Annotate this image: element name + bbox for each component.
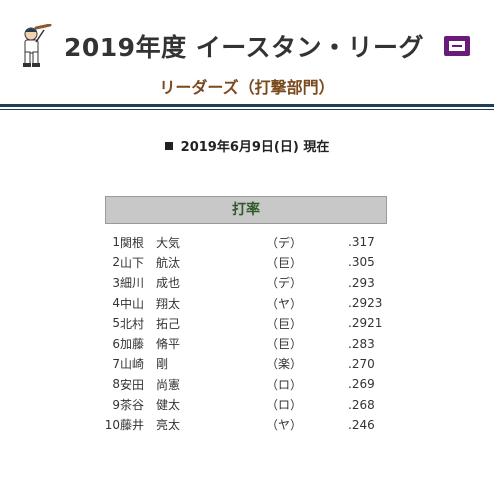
page-header: 2019年度 イースタン・リーグ リーダーズ（打撃部門）: [0, 0, 494, 110]
surname-cell: 藤井: [120, 418, 145, 433]
bullet-square-icon: [164, 142, 173, 150]
batting-average-cell: .317: [348, 235, 375, 250]
given-name-cell: 尚憲: [156, 377, 181, 392]
surname-cell: 加藤: [120, 337, 145, 352]
surname-cell: 北村: [120, 316, 145, 331]
given-name-cell: 拓己: [156, 316, 181, 331]
batting-average-cell: .268: [348, 397, 375, 412]
batting-average-cell: .2921: [348, 316, 383, 331]
rank-cell: 9: [112, 397, 120, 412]
rank-cell: 8: [112, 377, 120, 392]
rank-cell: 3: [112, 275, 120, 290]
team-cell: （ヤ）: [266, 296, 303, 311]
surname-cell: 山下: [120, 255, 145, 270]
given-name-cell: 健太: [156, 398, 181, 413]
given-name-cell: 航汰: [156, 255, 181, 270]
team-cell: （デ）: [266, 235, 303, 250]
batting-average-cell: .246: [348, 417, 375, 432]
table-row: 7 山崎剛 （楽） .270: [102, 354, 408, 374]
given-name-cell: 翔太: [156, 296, 181, 311]
table-row: 10 藤井 亮太 （ヤ） .246: [102, 415, 408, 435]
given-name-cell: 亮太: [156, 418, 181, 433]
rank-cell: 6: [112, 336, 120, 351]
table-row: 3 細川 成也 （デ） .293: [102, 273, 408, 293]
eastern-league-logo-icon: [444, 36, 470, 56]
as-of-date: 2019年6月9日(日) 現在: [0, 136, 494, 155]
batter-mascot-icon: [14, 23, 54, 68]
team-cell: （楽）: [266, 357, 303, 372]
table-row: 1 関根 大気 （デ） .317: [102, 232, 408, 252]
surname-cell: 山崎: [120, 357, 145, 372]
team-cell: （ロ）: [266, 398, 303, 413]
rank-cell: 2: [112, 255, 120, 270]
rank-cell: 5: [112, 316, 120, 331]
surname-cell: 茶谷: [120, 398, 145, 413]
batting-average-cell: .269: [348, 377, 375, 392]
team-cell: （ヤ）: [266, 418, 303, 433]
rank-cell: 1: [112, 235, 120, 250]
surname-cell: 関根: [120, 235, 145, 250]
header-divider-thin: [0, 109, 494, 110]
surname-cell: 中山: [120, 296, 145, 311]
team-cell: （巨）: [266, 337, 303, 352]
team-cell: （巨）: [266, 255, 303, 270]
table-row: 9 茶谷 健太 （ロ） .268: [102, 394, 408, 414]
given-name-cell: 成也: [156, 276, 181, 291]
batting-average-cell: .270: [348, 356, 375, 371]
given-name-cell: 脩平: [156, 337, 181, 352]
given-name-cell: 剛: [156, 357, 169, 372]
surname-cell: 安田: [120, 377, 145, 392]
as-of-text: 2019年6月9日(日) 現在: [180, 140, 330, 155]
given-name-cell: 大気: [156, 235, 181, 250]
team-cell: （ロ）: [266, 377, 303, 392]
rank-cell: 7: [112, 356, 120, 371]
rank-cell: 10: [104, 417, 120, 432]
team-cell: （デ）: [266, 276, 303, 291]
category-header: 打率: [105, 196, 387, 224]
page-subtitle: リーダーズ（打撃部門）: [159, 78, 335, 97]
table-row: 6 加藤 脩平 （巨） .283: [102, 333, 408, 353]
batting-average-cell: .283: [348, 336, 375, 351]
batting-average-cell: .305: [348, 255, 375, 270]
table-row: 8 安田 尚憲 （ロ） .269: [102, 374, 408, 394]
leaders-table: 1 関根 大気 （デ） .317 2 山下 航汰 （巨） .305 3 細川 成也 （デ） .293 4 中山翔…: [102, 232, 408, 435]
team-cell: （巨）: [266, 316, 303, 331]
batting-average-cell: .2923: [348, 296, 383, 311]
surname-cell: 細川: [120, 276, 145, 291]
page-title: 2019年度 イースタン・リーグ: [64, 33, 425, 62]
table-row: 2 山下 航汰 （巨） .305: [102, 252, 408, 272]
header-divider: [0, 104, 494, 107]
batting-average-cell: .293: [348, 275, 375, 290]
table-row: 4 中山 翔太 （ヤ） .2923: [102, 293, 408, 313]
rank-cell: 4: [112, 296, 120, 311]
table-row: 5 北村 拓己 （巨） .2921: [102, 313, 408, 333]
